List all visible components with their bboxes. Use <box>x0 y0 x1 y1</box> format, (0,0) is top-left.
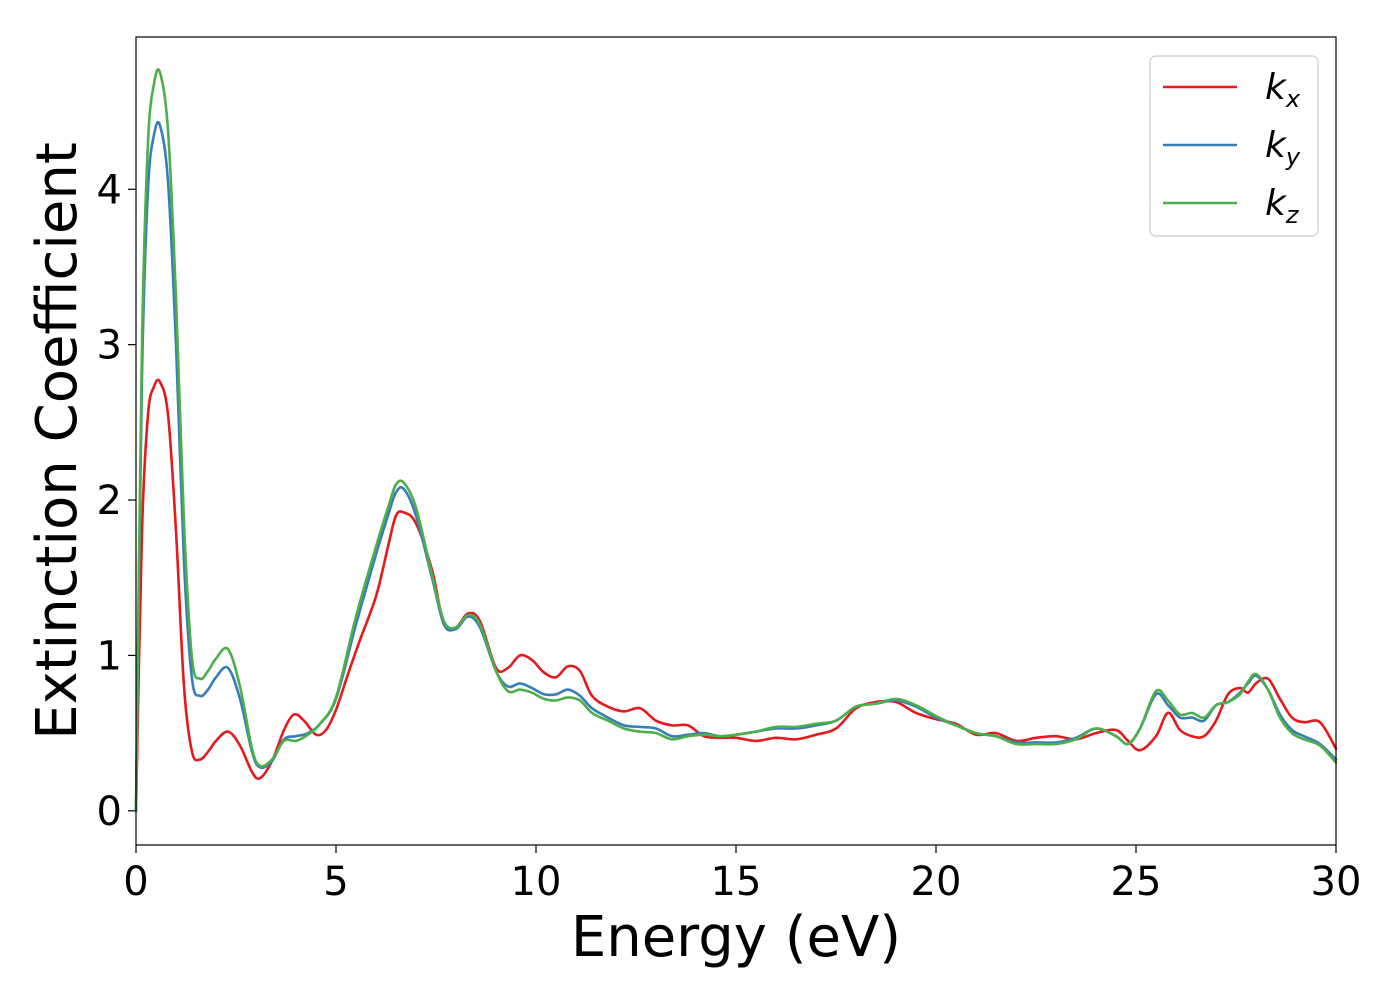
series-layer <box>134 68 1338 813</box>
x-tick-label: 20 <box>911 859 962 905</box>
legend-label-y: ky <box>1265 125 1301 171</box>
x-tick-label: 10 <box>511 859 562 905</box>
y-tick-label: 0 <box>97 789 122 835</box>
series-line-k-x <box>134 378 1338 813</box>
y-tick-label: 1 <box>97 633 122 679</box>
series-line-k-z <box>134 68 1338 813</box>
y-axis: 0 1 2 3 4 <box>97 167 136 835</box>
legend-label-x: kx <box>1265 67 1301 113</box>
legend-label-z: kz <box>1265 183 1300 229</box>
y-tick-label: 3 <box>97 323 122 369</box>
x-axis-title: Energy (eV) <box>571 905 901 970</box>
y-tick-label: 4 <box>97 167 122 213</box>
x-tick-label: 25 <box>1111 859 1162 905</box>
y-axis-title: Extinction Coefficient <box>25 142 90 740</box>
x-tick-label: 0 <box>123 859 148 905</box>
x-tick-label: 15 <box>711 859 762 905</box>
legend: kx ky kz <box>1149 55 1319 237</box>
y-tick-label: 2 <box>97 478 122 524</box>
x-tick-label: 5 <box>323 859 348 905</box>
series-line-k-y <box>134 120 1338 813</box>
x-tick-label: 30 <box>1311 859 1362 905</box>
x-axis: 0 5 10 15 20 25 30 <box>123 845 1361 905</box>
